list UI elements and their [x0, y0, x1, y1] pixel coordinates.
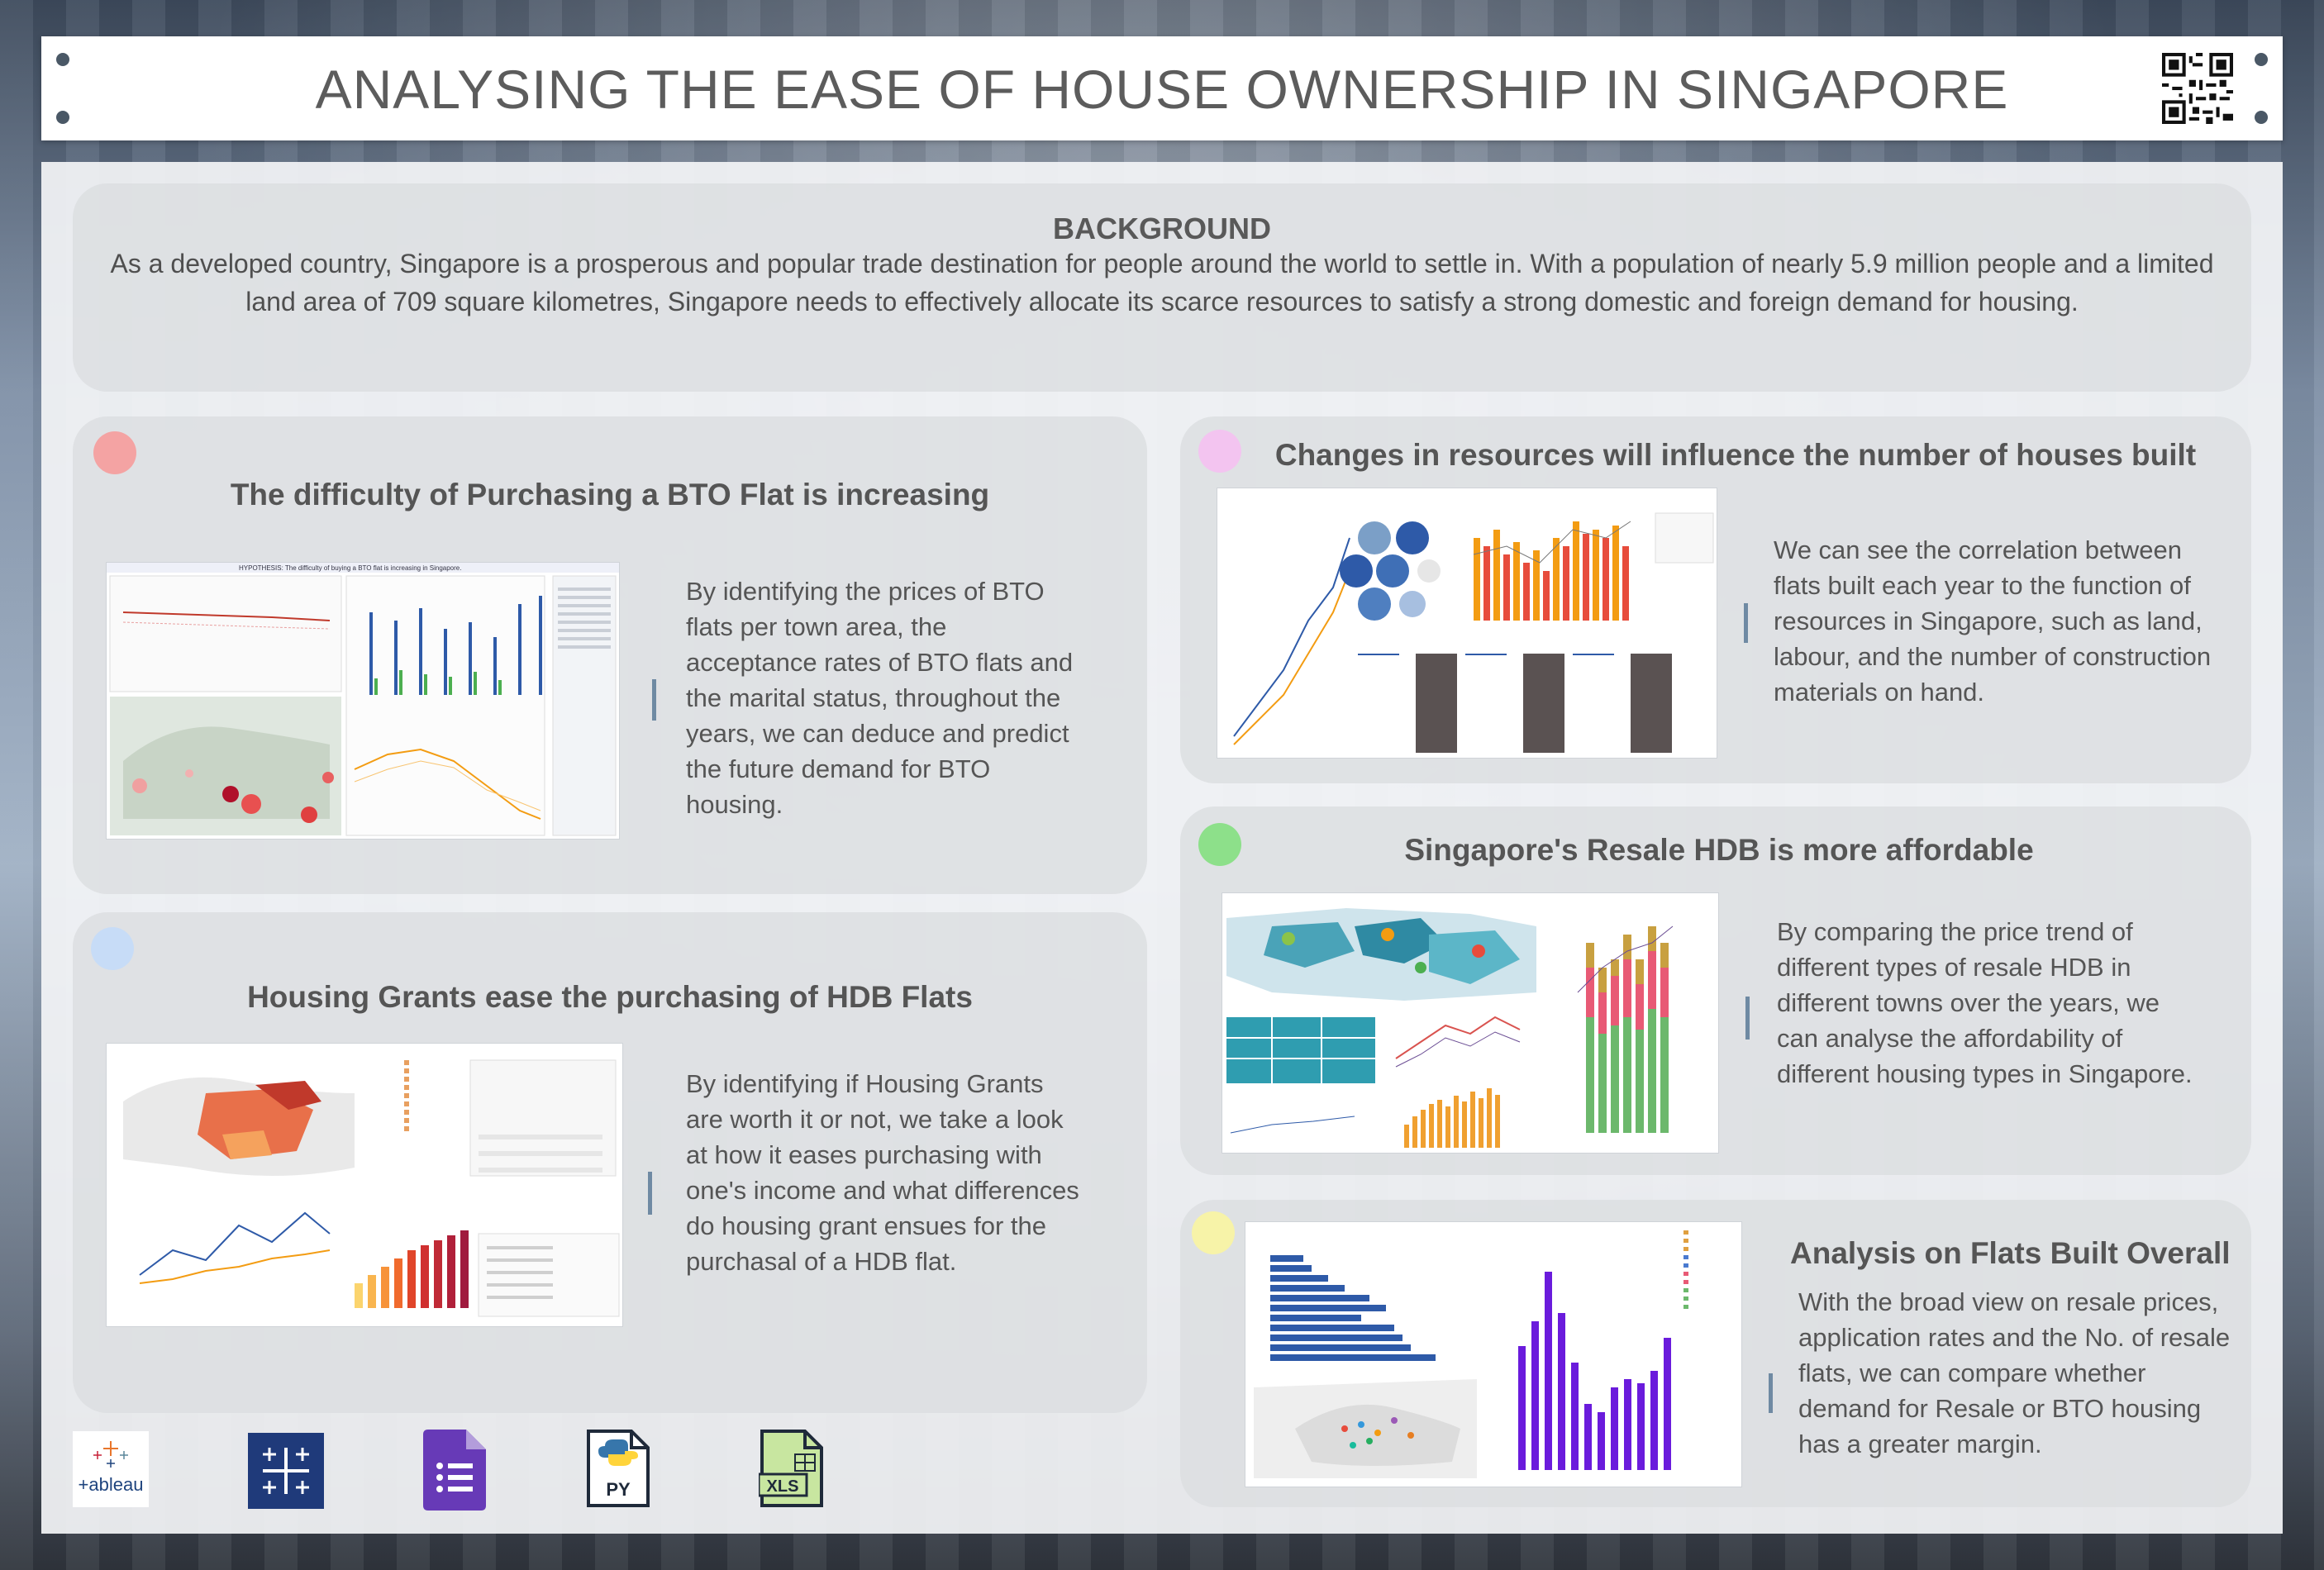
qr-code-icon[interactable] [2162, 53, 2233, 124]
overall-title: Analysis on Flats Built Overall [1790, 1236, 2231, 1270]
accent-bar [1769, 1373, 1773, 1413]
pin-dot [2255, 111, 2268, 124]
accent-bar [1745, 997, 1750, 1040]
google-forms-icon [423, 1430, 486, 1511]
resale-dashboard-thumbnail [1222, 892, 1719, 1154]
section-dot [1192, 1211, 1235, 1254]
accent-bar [648, 1172, 652, 1215]
grants-dashboard-thumbnail [106, 1043, 623, 1327]
section-dot [1198, 430, 1241, 473]
header-banner: ANALYSING THE EASE OF HOUSE OWNERSHIP IN… [41, 36, 2283, 140]
bto-title: The difficulty of Purchasing a BTO Flat … [230, 478, 990, 511]
tableau-logo-icon: +ableau [73, 1431, 149, 1507]
grants-title: Housing Grants ease the purchasing of HD… [247, 980, 973, 1014]
pin-dot [56, 111, 69, 124]
python-file-icon: PY [585, 1430, 651, 1509]
pin-dot [2255, 53, 2268, 66]
page-title: ANALYSING THE EASE OF HOUSE OWNERSHIP IN… [315, 59, 2009, 120]
excel-file-label: XLS [766, 1477, 799, 1496]
resale-title: Singapore's Resale HDB is more affordabl… [1404, 833, 2034, 867]
svg-text:HYPOTHESIS: The difficulty of: HYPOTHESIS: The difficulty of buying a B… [239, 564, 461, 572]
resources-dashboard-thumbnail [1217, 488, 1717, 759]
pin-dot [56, 53, 69, 66]
resources-text: We can see the correlation between flats… [1774, 535, 2212, 706]
background-title: BACKGROUND [1053, 212, 1271, 245]
accent-bar [652, 679, 656, 721]
python-file-label: PY [606, 1479, 631, 1500]
section-dot [1198, 823, 1241, 866]
grants-text: By identifying if Housing Grants are wor… [686, 1069, 1079, 1276]
overall-text: With the broad view on resale prices, ap… [1798, 1287, 2231, 1458]
background-card [73, 183, 2251, 392]
tableau-wordmark: +ableau [78, 1474, 144, 1495]
background-text: As a developed country, Singapore is a p… [110, 249, 2214, 316]
section-dot [91, 927, 134, 970]
bto-dashboard-thumbnail: HYPOTHESIS: The difficulty of buying a B… [106, 562, 620, 840]
tableau-cross-icon [248, 1433, 324, 1509]
accent-bar [1744, 603, 1748, 643]
excel-file-icon: XLS [757, 1430, 825, 1509]
overall-dashboard-thumbnail [1245, 1221, 1742, 1487]
resources-title: Changes in resources will influence the … [1274, 438, 2197, 472]
bto-text: By identifying the prices of BTO flats p… [686, 577, 1074, 819]
section-dot [93, 431, 136, 474]
resale-text: By comparing the price trend of differen… [1777, 917, 2193, 1088]
